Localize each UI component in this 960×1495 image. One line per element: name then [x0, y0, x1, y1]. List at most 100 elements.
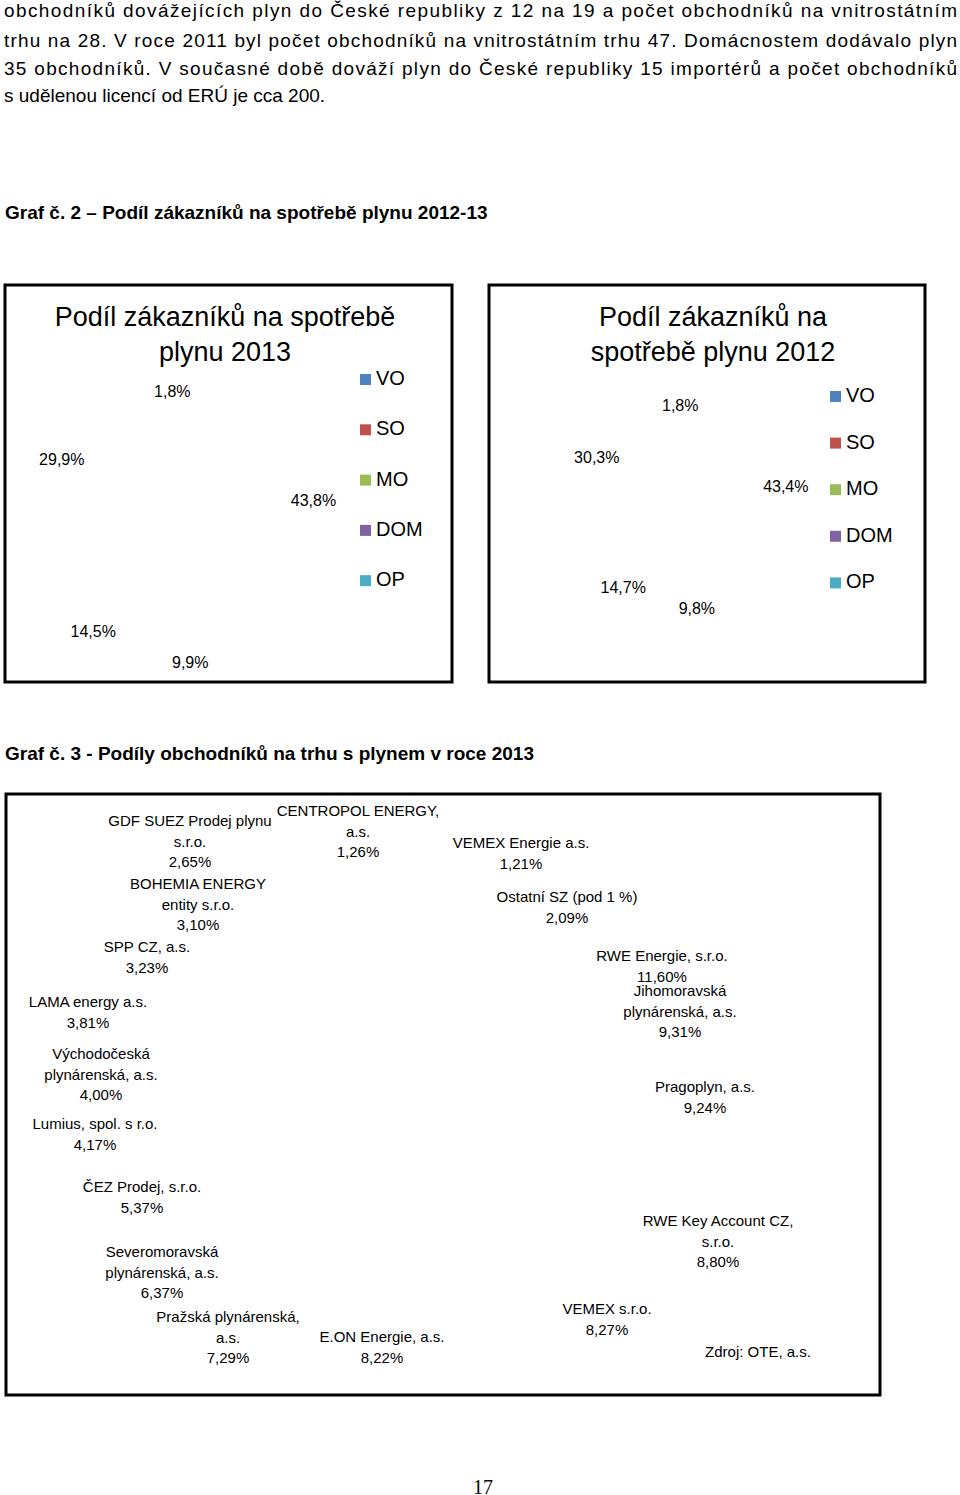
- chart-title: Podíl zákazníků na spotřebě plynu 2012: [591, 302, 836, 367]
- data-label: 29,9%: [39, 451, 84, 468]
- data-label-name: plynárenská, a.s.: [623, 1003, 736, 1020]
- data-label-name: Východočeská: [52, 1045, 150, 1062]
- data-label: 1,8%: [154, 383, 190, 400]
- legend-label: DOM: [846, 524, 893, 546]
- data-label: BOHEMIA ENERGY entity s.r.o. 3,10%: [130, 875, 266, 933]
- caption: Graf č. 2 – Podíl zákazníků na spotřebě …: [5, 202, 488, 223]
- data-label-name: Pražská plynárenská,: [156, 1308, 299, 1325]
- data-label-value: 9,24%: [684, 1099, 727, 1116]
- data-label-value: 2,09%: [546, 909, 589, 926]
- legend-label: VO: [376, 367, 405, 389]
- data-label-name: ČEZ Prodej, s.r.o.: [83, 1178, 201, 1195]
- data-label: E.ON Energie, a.s. 8,22%: [319, 1328, 444, 1366]
- data-label: Východočeská plynárenská, a.s. 4,00%: [44, 1045, 157, 1103]
- data-label-name: plynárenská, a.s.: [105, 1264, 218, 1281]
- legend-swatch: [830, 484, 841, 495]
- data-label: Ostatní SZ (pod 1 %) 2,09%: [497, 888, 638, 926]
- data-label: VEMEX s.r.o. 8,27%: [562, 1300, 651, 1338]
- data-label-name: CENTROPOL ENERGY,: [277, 802, 440, 819]
- data-label-name: BOHEMIA ENERGY: [130, 875, 266, 892]
- data-label-value: 2,65%: [169, 853, 212, 870]
- data-label: 43,4%: [763, 478, 808, 495]
- data-label-name: a.s.: [346, 823, 370, 840]
- legend-label: OP: [846, 570, 875, 592]
- chart-title-line: Podíl zákazníků na: [599, 302, 828, 332]
- data-label-name: s.r.o.: [702, 1233, 735, 1250]
- data-label: 43,8%: [291, 492, 336, 509]
- data-label-value: 6,37%: [141, 1284, 184, 1301]
- data-label-name: Severomoravská: [106, 1243, 219, 1260]
- data-label: CENTROPOL ENERGY, a.s. 1,26%: [277, 802, 440, 860]
- data-label: 1,8%: [662, 397, 698, 414]
- data-label: RWE Key Account CZ,s.r.o.8,80%: [643, 1212, 794, 1270]
- data-label-value: 9,31%: [659, 1023, 702, 1040]
- body-text-line: obchodníků dovážejících plyn do České re…: [4, 0, 957, 21]
- data-label: 30,3%: [574, 449, 619, 466]
- data-label: Pražská plynárenská, a.s. 7,29%: [156, 1308, 299, 1366]
- data-label-name: Pragoplyn, a.s.: [655, 1078, 755, 1095]
- data-label-name: Ostatní SZ (pod 1 %): [497, 888, 638, 905]
- data-label-name: VEMEX Energie a.s.: [453, 834, 590, 851]
- data-label-value: 1,26%: [337, 843, 380, 860]
- data-label: 9,8%: [679, 600, 715, 617]
- data-label-name: a.s.: [216, 1329, 240, 1346]
- chart-title-line: Podíl zákazníků na spotřebě: [55, 302, 396, 332]
- data-label-value: 3,81%: [67, 1014, 110, 1031]
- data-label-value: 8,22%: [361, 1349, 404, 1366]
- data-label-name: Jihomoravská: [634, 982, 727, 999]
- data-label: SPP CZ, a.s.3,23%: [104, 938, 190, 976]
- legend-label: DOM: [376, 518, 423, 540]
- data-label-value: 4,17%: [74, 1136, 117, 1153]
- legend-swatch: [360, 424, 371, 435]
- data-label-name: Lumius, spol. s r.o.: [32, 1115, 157, 1132]
- data-label-name: RWE Energie, s.r.o.: [596, 947, 727, 964]
- source-note: Zdroj: OTE, a.s.: [705, 1343, 811, 1360]
- chart-frame: [489, 285, 925, 682]
- data-label-name: GDF SUEZ Prodej plynu: [108, 812, 271, 829]
- legend-label: MO: [846, 477, 878, 499]
- data-label-value: 8,27%: [586, 1321, 629, 1338]
- data-label: Pragoplyn, a.s. 9,24%: [655, 1078, 755, 1116]
- data-label-name: VEMEX s.r.o.: [562, 1300, 651, 1317]
- data-label-name: E.ON Energie, a.s.: [319, 1328, 444, 1345]
- data-label-value: 4,00%: [80, 1086, 123, 1103]
- caption: Graf č. 3 - Podíly obchodníků na trhu s …: [5, 743, 534, 764]
- body-text-line: 35 obchodníků. V současné době dováží pl…: [4, 58, 957, 79]
- legend-label: VO: [846, 384, 875, 406]
- data-label-value: 1,21%: [500, 855, 543, 872]
- legend-swatch: [360, 374, 371, 385]
- data-label-name: entity s.r.o.: [162, 896, 235, 913]
- legend-label: OP: [376, 568, 405, 590]
- data-label: 14,5%: [71, 623, 116, 640]
- legend-swatch: [830, 577, 841, 588]
- data-label-value: 8,80%: [697, 1253, 740, 1270]
- body-text-line: s udělenou licencí od ERÚ je cca 200.: [4, 85, 325, 106]
- data-label-name: plynárenská, a.s.: [44, 1066, 157, 1083]
- legend-swatch: [360, 525, 371, 536]
- data-label-value: 5,37%: [121, 1199, 164, 1216]
- legend-label: SO: [846, 431, 875, 453]
- chart-frame: [5, 285, 452, 682]
- data-label: Lumius, spol. s r.o. 4,17%: [32, 1115, 157, 1153]
- data-label: LAMA energy a.s.3,81%: [29, 993, 147, 1031]
- data-label: Jihomoravská plynárenská, a.s. 9,31%: [623, 982, 736, 1040]
- data-label: Severomoravská plynárenská, a.s. 6,37%: [105, 1243, 219, 1301]
- data-label-value: 3,10%: [177, 916, 220, 933]
- data-label-value: 7,29%: [207, 1349, 250, 1366]
- legend-swatch: [360, 575, 371, 586]
- legend-swatch: [830, 438, 841, 449]
- legend-swatch: [830, 531, 841, 542]
- legend-label: MO: [376, 468, 408, 490]
- data-label: RWE Energie, s.r.o.11,60%: [596, 947, 727, 985]
- data-label-name: s.r.o.: [174, 833, 207, 850]
- chart-frame: [6, 794, 880, 1395]
- legend-swatch: [830, 391, 841, 402]
- chart-title-line: spotřebě plynu 2012: [591, 337, 836, 367]
- body-text-line: trhu na 28. V roce 2011 byl počet obchod…: [4, 30, 957, 51]
- page: obchodníků dovážejících plyn do České re…: [0, 0, 960, 1495]
- data-label: ČEZ Prodej, s.r.o. 5,37%: [83, 1178, 201, 1216]
- data-label-value: 3,23%: [126, 959, 169, 976]
- legend-swatch: [360, 475, 371, 486]
- legend-label: SO: [376, 417, 405, 439]
- chart-title-line: plynu 2013: [159, 337, 291, 367]
